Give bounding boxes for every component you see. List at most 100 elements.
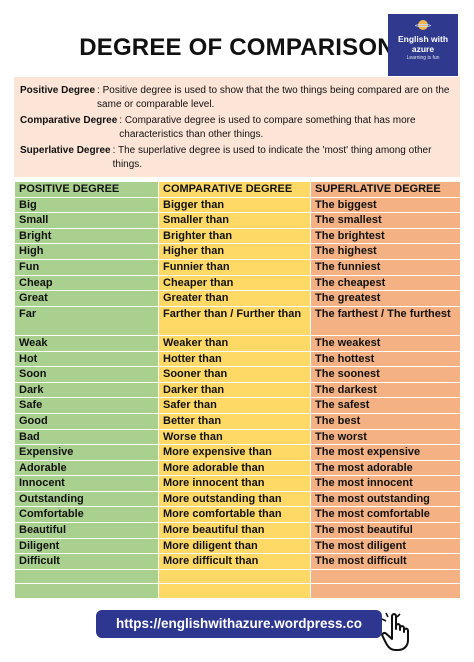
table-row: Innocent More innocent than The most innoc… [14, 475, 461, 492]
table-row [14, 583, 461, 600]
cell-positive: High [14, 243, 159, 260]
table-row: Great Greater than The greatest [14, 290, 461, 307]
definition-comparative: Comparative Degree : Comparative degree … [20, 114, 452, 141]
cell-comparative: More outstanding than [158, 490, 311, 508]
cell-comparative: Farther than / Further than [158, 305, 311, 336]
cell-superlative: The worst [310, 428, 461, 446]
header-comparative: COMPARATIVE DEGREE [158, 181, 311, 198]
cell-positive: Difficult [14, 553, 159, 570]
cell-superlative: The biggest [310, 196, 461, 214]
cell-comparative: Greater than [158, 290, 311, 307]
cell-positive: Bad [14, 428, 159, 446]
cell-superlative [310, 568, 461, 585]
cell-superlative: The greatest [310, 290, 461, 307]
cell-superlative: The smallest [310, 212, 461, 229]
cell-superlative: The most outstanding [310, 490, 461, 508]
table-row: Soon Sooner than The soonest [14, 366, 461, 383]
logo-name: English with azure [397, 34, 449, 54]
table-row: Bad Worse than The worst [14, 428, 461, 446]
table-body: Big Bigger than The biggest Small Smaller th… [14, 196, 461, 600]
cell-positive [14, 583, 159, 600]
cell-positive: Bright [14, 227, 159, 245]
cell-positive [14, 568, 159, 585]
cell-comparative: Brighter than [158, 227, 311, 245]
cell-comparative: More innocent than [158, 475, 311, 492]
table-row: Good Better than The best [14, 412, 461, 430]
cell-comparative [158, 568, 311, 585]
table-row: Outstanding More outstanding than The most… [14, 490, 461, 508]
cell-comparative: More expensive than [158, 444, 311, 461]
cell-superlative: The weakest [310, 334, 461, 352]
cell-superlative: The brightest [310, 227, 461, 245]
cell-superlative: The best [310, 412, 461, 430]
table-row: Safe Safer than The safest [14, 397, 461, 414]
cell-positive: Adorable [14, 459, 159, 477]
table-row: Beautiful More beautiful than The most bea… [14, 522, 461, 539]
table-header-row: POSITIVE DEGREE COMPARATIVE DEGREE SUPER… [14, 181, 461, 198]
table-row: Bright Brighter than The brightest [14, 227, 461, 245]
table-row: Small Smaller than The smallest [14, 212, 461, 229]
table-row: Comfortable More comfortable than The most… [14, 506, 461, 524]
cell-comparative: Higher than [158, 243, 311, 260]
cell-positive: Innocent [14, 475, 159, 492]
table-row: Hot Hotter than The hottest [14, 350, 461, 368]
logo-tagline: Learning is fun [406, 55, 440, 61]
website-url-button[interactable]: https://englishwithazure.wordpress.co [96, 610, 382, 638]
cell-superlative: The most adorable [310, 459, 461, 477]
cell-comparative: More comfortable than [158, 506, 311, 524]
table-row [14, 568, 461, 585]
cell-positive: Diligent [14, 537, 159, 555]
cell-positive: Far [14, 305, 159, 336]
cell-positive: Fun [14, 258, 159, 276]
cell-comparative: More beautiful than [158, 522, 311, 539]
cell-superlative: The most comfortable [310, 506, 461, 524]
cell-superlative [310, 583, 461, 600]
cell-comparative: Worse than [158, 428, 311, 446]
cell-superlative: The farthest / The furthest [310, 305, 461, 336]
table-row: Diligent More diligent than The most dilig… [14, 537, 461, 555]
cell-comparative: Smaller than [158, 212, 311, 229]
table-row: Far Farther than / Further than The farthe… [14, 305, 461, 336]
cell-superlative: The hottest [310, 350, 461, 368]
definition-positive: Positive Degree : Positive degree is use… [20, 84, 452, 111]
cell-comparative: Weaker than [158, 334, 311, 352]
table-row: High Higher than The highest [14, 243, 461, 260]
definition-text: : Comparative degree is used to compare … [119, 115, 416, 140]
cell-positive: Expensive [14, 444, 159, 461]
cell-comparative [158, 583, 311, 600]
cell-superlative: The funniest [310, 258, 461, 276]
definition-text: : Positive degree is used to show that t… [97, 85, 450, 110]
cell-superlative: The most expensive [310, 444, 461, 461]
cell-superlative: The most difficult [310, 553, 461, 570]
table-row: Cheap Cheaper than The cheapest [14, 274, 461, 292]
cell-positive: Soon [14, 366, 159, 383]
cell-positive: Outstanding [14, 490, 159, 508]
table-row: Fun Funnier than The funniest [14, 258, 461, 276]
page-title: DEGREE OF COMPARISON [79, 34, 395, 61]
cell-comparative: More adorable than [158, 459, 311, 477]
cell-superlative: The highest [310, 243, 461, 260]
cell-positive: Good [14, 412, 159, 430]
cell-superlative: The cheapest [310, 274, 461, 292]
cell-comparative: More diligent than [158, 537, 311, 555]
header-positive: POSITIVE DEGREE [14, 181, 159, 198]
comparison-table: POSITIVE DEGREE COMPARATIVE DEGREE SUPER… [14, 181, 461, 600]
cell-positive: Great [14, 290, 159, 307]
cell-comparative: Bigger than [158, 196, 311, 214]
cell-comparative: Sooner than [158, 366, 311, 383]
definition-superlative: Superlative Degree : The superlative deg… [20, 144, 452, 171]
cell-comparative: More difficult than [158, 553, 311, 570]
cell-positive: Comfortable [14, 506, 159, 524]
cell-superlative: The most diligent [310, 537, 461, 555]
cell-superlative: The soonest [310, 366, 461, 383]
cell-positive: Cheap [14, 274, 159, 292]
cell-positive: Beautiful [14, 522, 159, 539]
cell-superlative: The most innocent [310, 475, 461, 492]
cell-superlative: The most beautiful [310, 522, 461, 539]
table-row: Big Bigger than The biggest [14, 196, 461, 214]
hand-pointer-icon [381, 612, 409, 651]
cell-superlative: The safest [310, 397, 461, 414]
cell-comparative: Funnier than [158, 258, 311, 276]
cell-comparative: Darker than [158, 381, 311, 399]
cell-comparative: Safer than [158, 397, 311, 414]
